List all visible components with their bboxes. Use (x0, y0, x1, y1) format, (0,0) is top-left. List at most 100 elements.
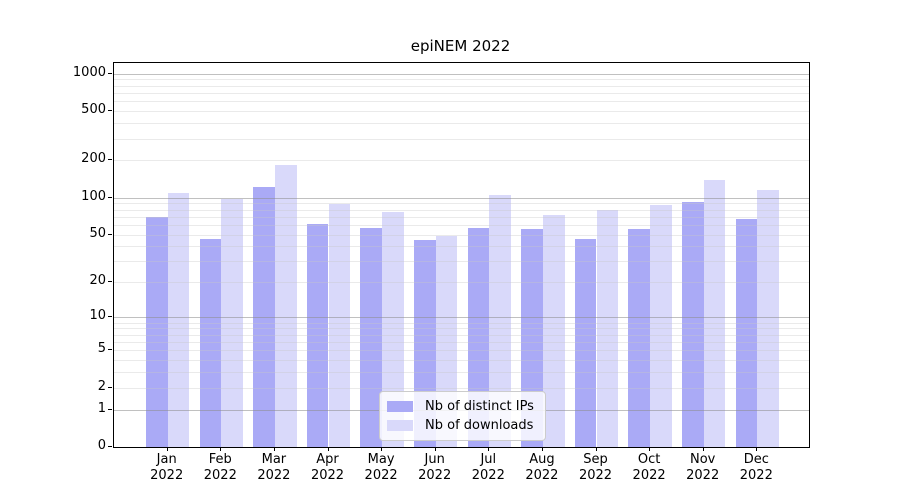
gridline-7 (114, 334, 809, 336)
bar-ips-oct (628, 229, 651, 447)
bar-ips-dec (735, 218, 758, 447)
y-tick-mark-1 (108, 408, 112, 410)
y-tick-mark-20 (108, 281, 112, 283)
x-tick-mark-mar (273, 447, 275, 451)
x-tick-mark-nov (702, 447, 704, 451)
x-tick-mark-jul (488, 447, 490, 451)
gridline-900 (114, 79, 809, 81)
gridline-5 (114, 350, 809, 352)
gridline-500 (114, 111, 809, 113)
x-tick-label-jul: Jul 2022 (471, 452, 505, 483)
x-tick-mark-oct (649, 447, 651, 451)
y-tick-label-10: 10 (89, 308, 106, 324)
y-tick-label-0: 0 (97, 438, 106, 453)
gridline-50 (114, 234, 809, 236)
gridline-40 (114, 246, 809, 248)
bar-ips-apr (306, 223, 329, 447)
bar-downloads-jul (489, 195, 512, 447)
bar-downloads-mar (274, 164, 297, 447)
bar-downloads-feb (221, 198, 244, 447)
gridline-30 (114, 261, 809, 263)
y-tick-label-20: 20 (89, 273, 106, 289)
bar-ips-may (360, 227, 383, 447)
legend-item-downloads: Nb of downloads (387, 416, 534, 435)
bar-downloads-sep (596, 210, 619, 447)
legend-label-distinct-ips: Nb of distinct IPs (425, 399, 534, 414)
x-tick-mark-may (381, 447, 383, 451)
x-tick-label-sep: Sep 2022 (578, 452, 613, 483)
x-tick-mark-apr (327, 447, 329, 451)
gridline-80 (114, 209, 809, 211)
y-tick-mark-5 (108, 349, 112, 351)
legend-swatch-downloads (387, 420, 413, 431)
x-tick-mark-aug (541, 447, 543, 451)
bar-downloads-may (382, 211, 404, 447)
y-tick-label-500: 500 (81, 102, 106, 118)
y-tick-mark-200 (108, 159, 112, 161)
bar-ips-sep (574, 238, 597, 447)
x-tick-label-jun: Jun 2022 (418, 452, 452, 483)
x-tick-label-mar: Mar 2022 (257, 452, 291, 483)
x-tick-label-oct: Oct 2022 (632, 452, 666, 483)
gridline-70 (114, 216, 809, 218)
y-tick-label-2: 2 (97, 378, 106, 394)
y-tick-label-100: 100 (81, 188, 106, 204)
y-tick-mark-0 (108, 446, 112, 447)
y-tick-mark-100 (108, 196, 112, 198)
gridline-8 (114, 328, 809, 330)
bar-downloads-apr (328, 204, 351, 447)
gridline-20 (114, 282, 809, 284)
bar-ips-mar (253, 187, 275, 447)
x-tick-label-feb: Feb 2022 (203, 452, 237, 483)
y-tick-mark-500 (108, 110, 112, 112)
x-tick-label-nov: Nov 2022 (686, 452, 720, 483)
x-tick-mark-jun (434, 447, 436, 451)
gridline-4 (114, 360, 809, 362)
x-tick-label-may: May 2022 (364, 452, 398, 483)
y-tick-label-1: 1 (97, 400, 106, 416)
gridline-600 (114, 101, 809, 103)
bar-downloads-jan (167, 192, 190, 447)
gridline-9 (114, 322, 809, 324)
x-tick-label-dec: Dec 2022 (739, 452, 773, 483)
gridline-800 (114, 85, 809, 87)
gridline-100 (114, 197, 809, 199)
gridline-200 (114, 160, 809, 162)
x-tick-mark-dec (756, 447, 758, 451)
y-tick-mark-2 (108, 386, 112, 388)
x-tick-label-aug: Aug 2022 (525, 452, 559, 483)
gridline-3 (114, 372, 809, 374)
gridline-6 (114, 341, 809, 343)
y-tick-mark-10 (108, 316, 112, 318)
y-tick-mark-50 (108, 233, 112, 235)
plot-area (113, 62, 810, 448)
legend: Nb of distinct IPs Nb of downloads (379, 391, 546, 441)
y-tick-mark-1000 (108, 72, 112, 74)
gridline-10 (114, 317, 809, 319)
x-tick-mark-feb (220, 447, 222, 451)
bar-ips-nov (681, 202, 704, 447)
gridline-60 (114, 224, 809, 226)
gridline-2 (114, 387, 809, 389)
y-tick-label-5: 5 (97, 341, 106, 357)
gridline-300 (114, 138, 809, 140)
x-tick-label-apr: Apr 2022 (310, 452, 345, 483)
gridline-1000 (114, 73, 809, 75)
bar-downloads-nov (703, 179, 726, 447)
bar-ips-feb (199, 238, 222, 447)
gridline-400 (114, 123, 809, 125)
x-tick-label-jan: Jan 2022 (150, 452, 184, 483)
gridline-700 (114, 92, 809, 94)
bar-downloads-oct (650, 205, 672, 447)
legend-swatch-distinct-ips (387, 401, 413, 412)
y-tick-label-50: 50 (89, 225, 106, 241)
y-tick-label-1000: 1000 (72, 64, 106, 80)
x-tick-mark-jan (166, 447, 168, 451)
chart-title: epiNEM 2022 (410, 37, 511, 55)
bar-ips-jan (145, 216, 168, 447)
gridline-90 (114, 203, 809, 205)
y-tick-label-200: 200 (81, 151, 106, 167)
bar-downloads-aug (542, 215, 565, 447)
bar-downloads-dec (757, 190, 780, 447)
